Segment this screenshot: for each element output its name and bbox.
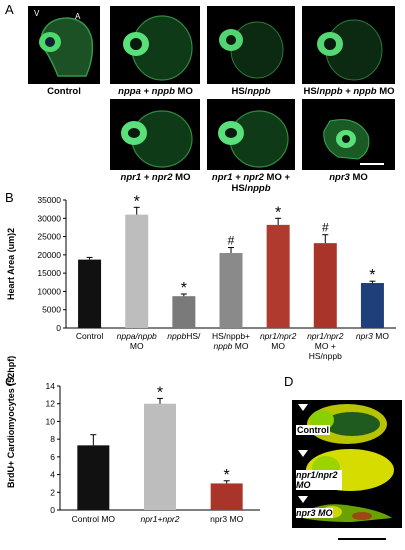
heart-area-chart: 0 5000 10000 15000 20000 25000 30000 35000 Contr… xyxy=(37,193,396,361)
significance-marker: * xyxy=(224,467,230,484)
y-tick-label: 2 xyxy=(50,487,55,497)
y-tick-label: 30000 xyxy=(37,213,61,223)
x-tick-label: npr1/npr2 MO xyxy=(260,331,297,351)
significance-marker: * xyxy=(181,280,187,297)
y-tick-label: 5000 xyxy=(42,305,61,315)
micrograph-npr3-mo xyxy=(302,99,395,170)
caption-nppa-nppb-mo: nppa + nppb MO xyxy=(118,86,193,97)
caption-control: Control xyxy=(47,86,81,97)
bar xyxy=(125,214,149,328)
significance-marker: * xyxy=(275,204,281,221)
y-tick-label: 8 xyxy=(50,434,55,444)
y-tick-label: 12 xyxy=(46,399,56,409)
ventricle-label: V xyxy=(34,9,40,18)
panel-b-letter: B xyxy=(5,190,14,205)
significance-marker: * xyxy=(134,193,140,210)
y-tick-label: 0 xyxy=(56,323,61,333)
x-tick-label: Control MO xyxy=(72,514,116,524)
micrograph-nppa-nppb-mo xyxy=(110,6,200,84)
bar xyxy=(78,259,102,328)
y-tick-label: 0 xyxy=(50,505,55,515)
caption-npr3-mo: npr3 MO xyxy=(329,172,368,183)
caption-npr1-npr2-mo-hs-nppb: npr1 + npr2 MO + HS/nppb xyxy=(211,172,291,194)
panel-d-label-control: Control xyxy=(296,425,330,435)
x-tick-label: npr3 MO xyxy=(356,331,389,341)
x-tick-label: HS/nppb+ nppb MO xyxy=(212,331,250,351)
x-tick-label: Control xyxy=(76,331,104,341)
panel-d-label-npr1-npr2: npr1/npr2 MO xyxy=(296,470,342,490)
y-tick-label: 35000 xyxy=(37,195,61,205)
significance-marker: * xyxy=(369,267,375,284)
x-tick-label: npr1+npr2 xyxy=(141,514,180,524)
y-tick-label: 6 xyxy=(50,452,55,462)
caption-hs-nppb-nppb-mo: HS/nppb + nppb MO xyxy=(303,86,395,97)
caption-npr1-npr2-mo: npr1 + npr2 MO xyxy=(120,172,191,183)
significance-marker: # xyxy=(228,234,235,248)
chart-c-ylabel: BrdU+ Cardiomyocytes (52hpf) xyxy=(6,355,16,488)
atrium-label: A xyxy=(75,12,81,21)
x-tick-label: npr1/npr2 MO + HS/nppb xyxy=(307,331,344,361)
x-tick-label: npr3 MO xyxy=(210,514,243,524)
micrograph-hs-nppb xyxy=(207,6,295,84)
significance-marker: # xyxy=(322,221,329,235)
x-tick-label: nppbHS/ xyxy=(167,331,201,341)
caption-hs-nppb: HS/nppb xyxy=(231,86,271,97)
chart-b-ylabel: Heart Area (um)2 xyxy=(6,227,16,300)
micrograph-hs-nppb-nppb-mo xyxy=(302,6,395,84)
bar xyxy=(144,403,176,510)
bar xyxy=(266,224,290,328)
y-tick-label: 10 xyxy=(46,416,56,426)
micrograph-npr1-npr2-mo-hs-nppb xyxy=(207,99,295,170)
brdu-chart: 0 2 4 6 8 10 12 14 Control MO * npr1+npr2 * npr3 MO xyxy=(46,381,260,524)
micrograph-npr1-npr2-mo xyxy=(110,99,200,170)
bar xyxy=(219,253,243,328)
y-tick-label: 15000 xyxy=(37,268,61,278)
control-micrograph: V A xyxy=(28,6,100,84)
bar xyxy=(172,296,196,328)
panel-d-scale-bar xyxy=(338,538,386,540)
scale-bar xyxy=(360,163,384,165)
y-tick-label: 20000 xyxy=(37,250,61,260)
y-tick-label: 10000 xyxy=(37,286,61,296)
bar xyxy=(210,483,243,510)
panel-a-letter: A xyxy=(5,2,14,17)
panel-d-letter: D xyxy=(284,374,294,389)
micrograph-d-control xyxy=(292,400,402,446)
panel-d-label-npr3: npr3 MO xyxy=(296,508,333,518)
y-tick-label: 4 xyxy=(50,470,55,480)
x-tick-label: nppa/nppb MO xyxy=(117,331,157,351)
y-tick-label: 25000 xyxy=(37,232,61,242)
y-tick-label: 14 xyxy=(46,381,56,391)
bar xyxy=(77,445,110,510)
bar xyxy=(360,283,384,328)
bar xyxy=(313,243,337,328)
significance-marker: * xyxy=(157,384,163,401)
panel-c-letter: C xyxy=(5,374,15,389)
